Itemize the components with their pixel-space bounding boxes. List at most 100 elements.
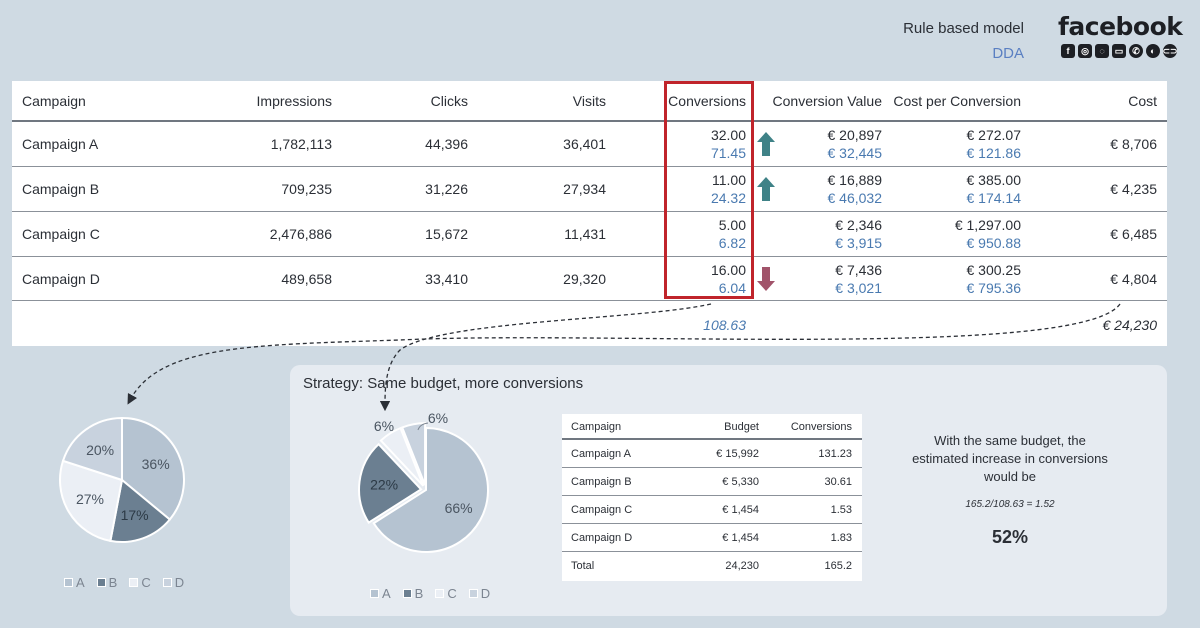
legend-item-b: B — [96, 575, 118, 590]
pie-label-b: 17% — [121, 507, 149, 523]
budget-table-header: Campaign Budget Conversions — [562, 414, 862, 440]
budget-table: Campaign Budget Conversions Campaign A €… — [562, 414, 862, 581]
conversions-rule: 11.00 — [712, 172, 746, 188]
visits: 27,934 — [563, 181, 606, 197]
legend-swatch — [96, 578, 106, 587]
pie-label-d: 20% — [86, 442, 114, 458]
total-label: Total — [571, 560, 595, 572]
conversions-cell: 16.00 6.04 — [711, 261, 746, 297]
campaign-name: Campaign C — [22, 226, 100, 242]
legend-swatch — [162, 578, 172, 587]
clicks: 31,226 — [425, 181, 468, 197]
conversion-value-cell: € 7,436 € 3,021 — [835, 261, 882, 297]
table-row: Campaign A € 15,992 131.23 — [562, 440, 862, 468]
conversion-value-dda: € 3,915 — [835, 235, 882, 251]
header-budget: Budget — [724, 421, 759, 433]
legend-swatch — [129, 578, 139, 587]
cost-per-conversion-cell: € 300.25 € 795.36 — [967, 261, 1022, 297]
pie-label-c: 27% — [76, 491, 104, 507]
table-row: Campaign D 489,658 33,410 29,320 16.00 6.… — [12, 257, 1167, 301]
conversion-value-rule: € 20,897 — [827, 127, 883, 143]
header-impressions: Impressions — [256, 93, 332, 109]
strategy-title: Strategy: Same budget, more conversions — [303, 375, 584, 392]
down-arrow-icon — [757, 267, 775, 291]
cpc-rule: € 272.07 — [966, 127, 1022, 143]
total-cost: € 24,230 — [1102, 317, 1158, 333]
conversions-dda: 71.45 — [710, 145, 746, 161]
pie-chart-strategy: 66% 22% 6% 6% — [358, 410, 489, 553]
legend-label: A — [76, 575, 85, 590]
whatsapp-icon: ✆ — [1129, 44, 1143, 58]
cpc-rule: € 300.25 — [966, 262, 1022, 278]
cost-per-conversion-cell: € 272.07 € 121.86 — [967, 126, 1022, 162]
summary-text: With the same budget, the estimated incr… — [912, 433, 1108, 484]
table-row: Campaign A 1,782,113 44,396 36,401 32.00… — [12, 122, 1167, 167]
conversion-value-cell: € 2,346 € 3,915 — [835, 216, 882, 252]
pie-slice-b — [109, 478, 172, 543]
table-row: Campaign B € 5,330 30.61 — [562, 468, 862, 496]
cost: € 6,485 — [1110, 226, 1157, 242]
conversions: 30.61 — [824, 476, 852, 488]
pie-leader-line — [417, 422, 429, 431]
cpc-rule: € 385.00 — [966, 172, 1022, 188]
cost-per-conversion-cell: € 385.00 € 174.14 — [967, 171, 1022, 207]
pie-slice-c — [379, 426, 425, 487]
pie-slice-b — [358, 442, 423, 524]
cpc-dda: € 950.88 — [966, 235, 1022, 251]
legend-item-c: C — [129, 575, 151, 590]
budget: € 1,454 — [722, 532, 759, 544]
pie-label-a: 66% — [445, 500, 473, 516]
facebook-wordmark: facebook — [1058, 12, 1183, 41]
campaign-table: Campaign Impressions Clicks Visits Conve… — [12, 81, 1167, 346]
impressions: 489,658 — [281, 271, 332, 287]
legend-swatch — [370, 589, 379, 598]
cpc-dda: € 795.36 — [966, 280, 1022, 296]
conversions: 1.53 — [830, 504, 852, 516]
total-budget: 24,230 — [725, 560, 759, 572]
budget: € 5,330 — [722, 476, 759, 488]
campaign-name: Campaign C — [571, 504, 633, 516]
conversions-dda: 6.82 — [718, 235, 746, 251]
pie-slice-a — [121, 416, 185, 521]
legend-label: B — [108, 575, 118, 590]
campaign-name: Campaign D — [22, 271, 100, 287]
impressions: 2,476,886 — [269, 226, 332, 242]
campaign-name: Campaign B — [571, 476, 632, 488]
impressions: 1,782,113 — [270, 136, 332, 152]
conversions: 131.23 — [818, 448, 852, 460]
visits: 36,401 — [563, 136, 606, 152]
legend-item-c: C — [435, 586, 457, 601]
up-arrow-icon — [757, 132, 775, 156]
legend-label: D — [174, 575, 185, 590]
header-cost: Cost — [1128, 93, 1157, 109]
pie-label-c: 6% — [374, 418, 394, 434]
total-conversions: 165.2 — [824, 560, 852, 572]
conversion-value-dda: € 32,445 — [827, 145, 883, 161]
pie-legend-strategy: A B C D — [370, 586, 490, 601]
conversion-value-cell: € 20,897 € 32,445 — [828, 126, 883, 162]
table-totals-row: 108.63 € 24,230 — [12, 301, 1167, 346]
facebook-icon: f — [1061, 44, 1075, 58]
summary-formula: 165.2/108.63 = 1.52 — [965, 499, 1055, 510]
summary-block: With the same budget, the estimated incr… — [910, 432, 1110, 546]
pie-label-b: 22% — [370, 477, 398, 493]
conversion-value-dda: € 3,021 — [835, 280, 882, 296]
legend-item-a: A — [64, 575, 85, 590]
header-campaign: Campaign — [22, 93, 86, 109]
table-row: Campaign C 2,476,886 15,672 11,431 5.00 6… — [12, 212, 1167, 257]
legend-item-a: A — [370, 586, 391, 601]
header-visits: Visits — [572, 93, 606, 109]
table-header-row: Campaign Impressions Clicks Visits Conve… — [12, 81, 1167, 122]
campaign-name: Campaign A — [22, 136, 99, 152]
visits: 29,320 — [563, 271, 606, 287]
pie-slice-a — [372, 426, 489, 553]
legend-item-d: D — [162, 575, 185, 590]
instagram-icon: ◎ — [1078, 44, 1092, 58]
table-row: Campaign D € 1,454 1.83 — [562, 524, 862, 552]
cost-per-conversion-cell: € 1,297.00 € 950.88 — [955, 216, 1021, 252]
conversion-value-rule: € 16,889 — [827, 172, 883, 188]
cpc-rule: € 1,297.00 — [954, 217, 1021, 233]
budget: € 15,992 — [716, 448, 759, 460]
conversion-value-rule: € 2,346 — [835, 217, 882, 233]
pie-slice-c — [59, 459, 124, 543]
